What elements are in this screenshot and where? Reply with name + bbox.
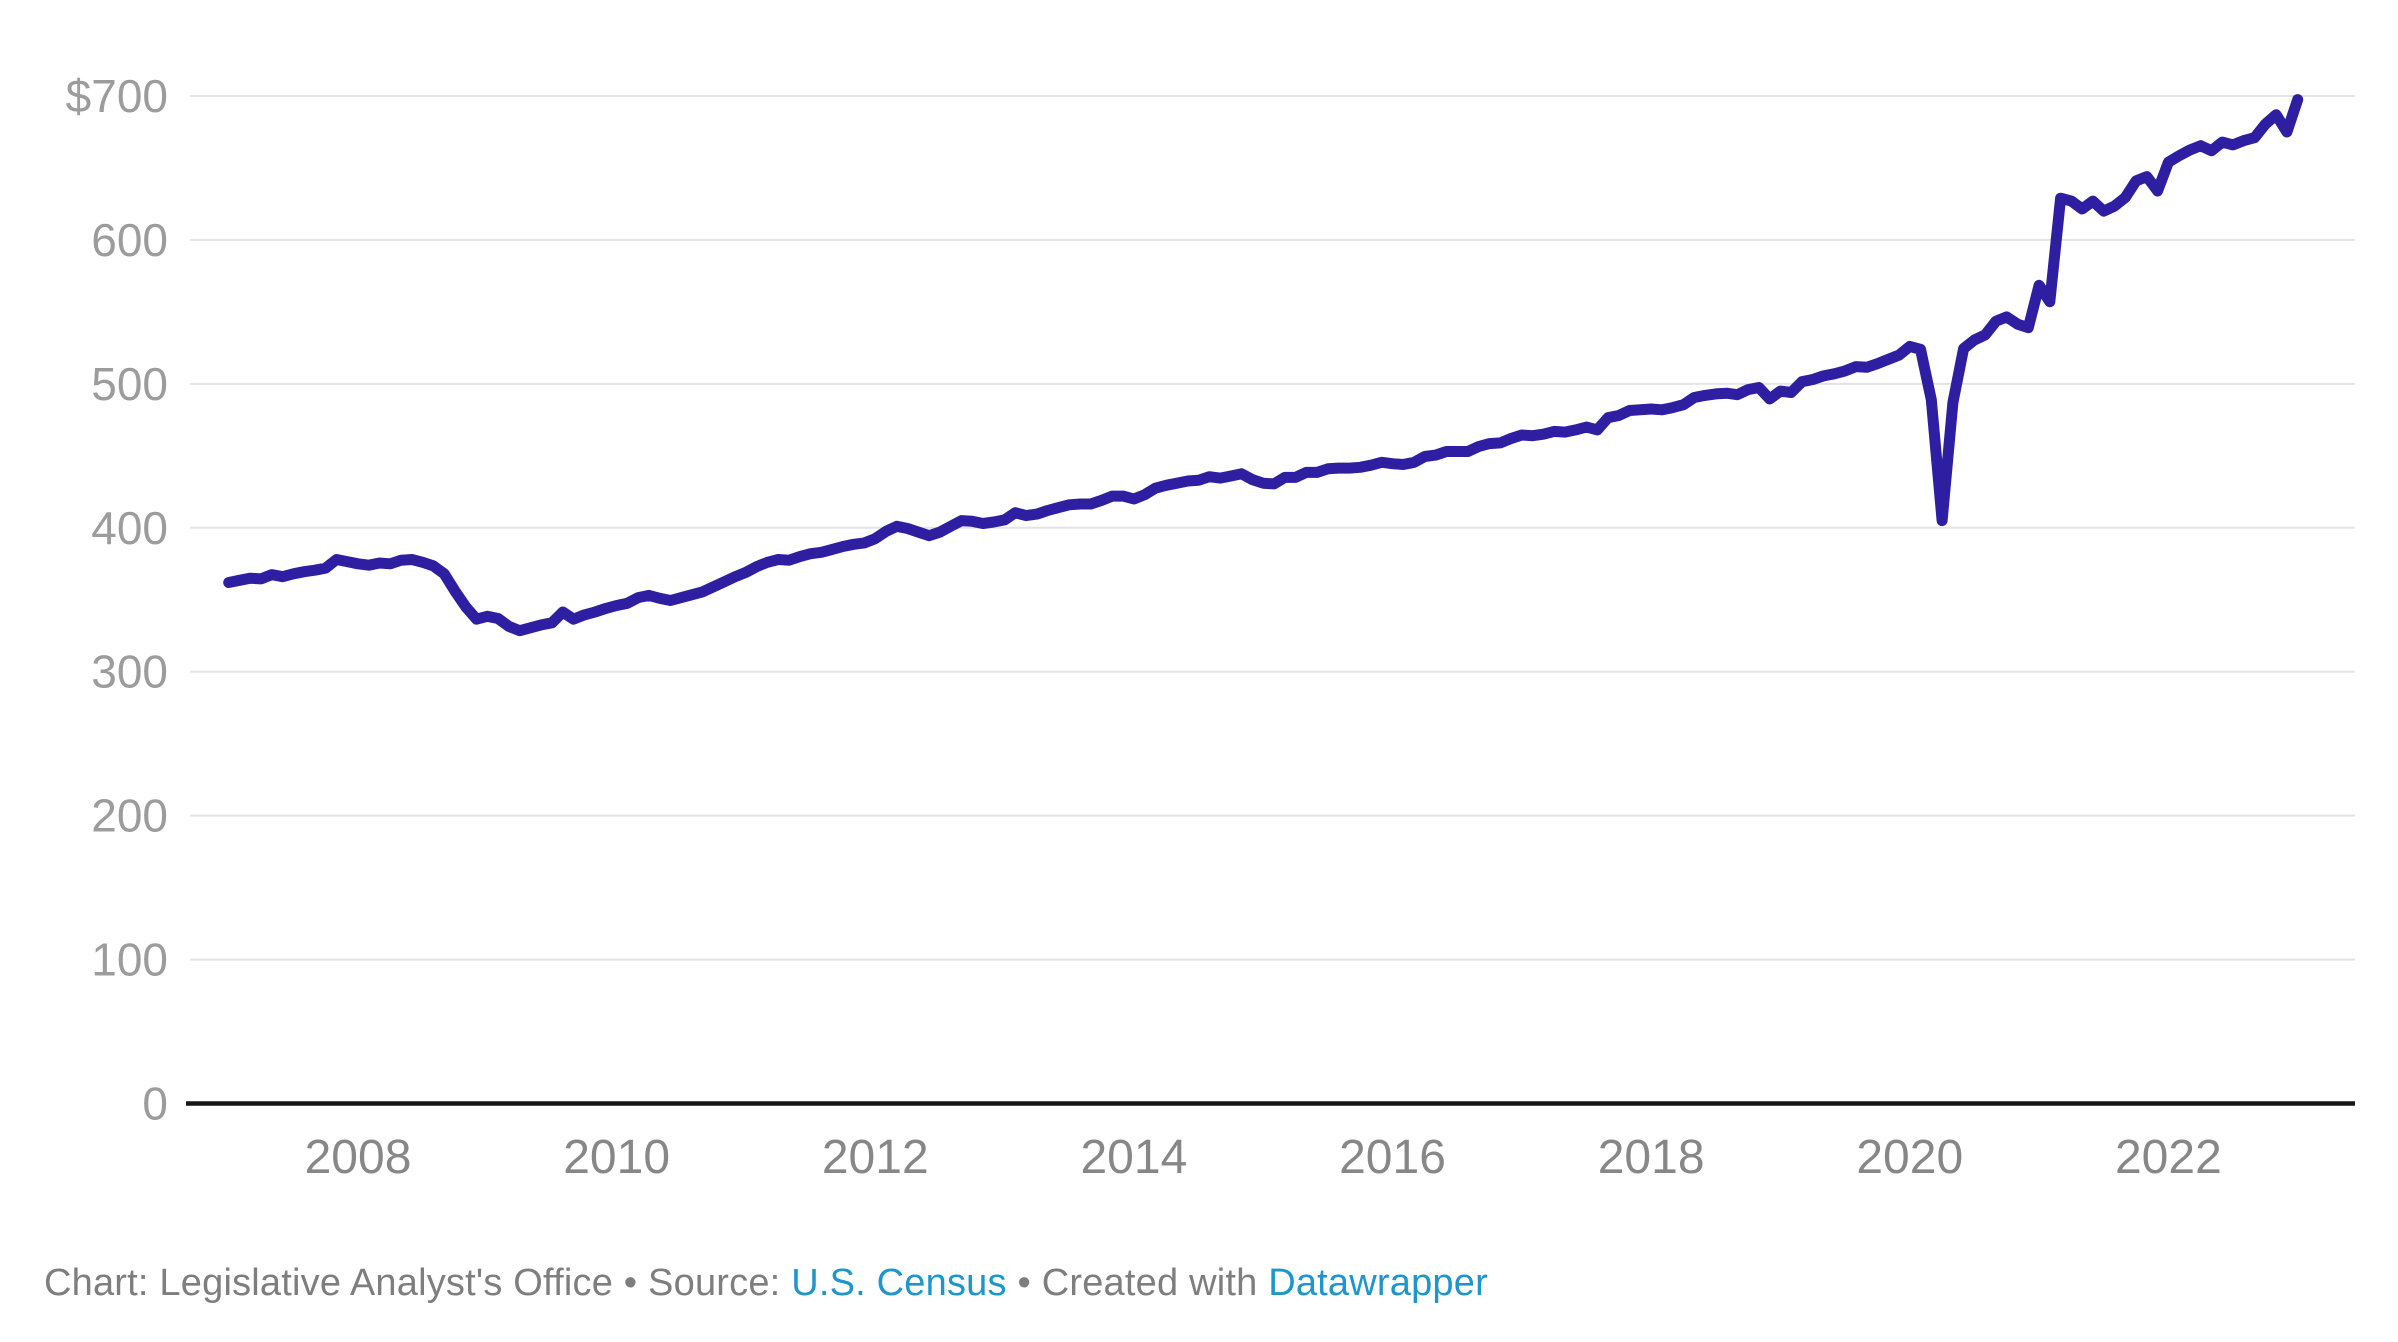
y-axis-label: 600 [91,214,168,266]
footer-created-text: • Created with [1006,1262,1269,1304]
x-axis-label: 2014 [1080,1131,1187,1184]
y-axis-label: 300 [91,646,168,698]
x-axis-label: 2022 [2115,1131,2222,1184]
x-axis-label: 2012 [822,1131,929,1184]
y-axis-label: 100 [91,934,168,986]
y-axis-label: 400 [91,502,168,554]
y-axis-label: 0 [142,1078,168,1130]
y-axis-label: $700 [66,70,168,122]
x-axis-label: 2016 [1339,1131,1446,1184]
x-axis-label: 2018 [1598,1131,1705,1184]
datawrapper-link[interactable]: Datawrapper [1268,1262,1488,1304]
footer-credit-text: Chart: Legislative Analyst's Office • So… [44,1262,792,1304]
y-axis-label: 200 [91,790,168,842]
y-axis-label: 500 [91,358,168,410]
x-axis-label: 2008 [305,1131,412,1184]
x-axis-label: 2020 [1856,1131,1963,1184]
x-axis-label: 2010 [563,1131,670,1184]
data-line [223,94,2304,637]
source-link[interactable]: U.S. Census [791,1262,1007,1304]
chart-footer: Chart: Legislative Analyst's Office • So… [44,1262,1488,1305]
